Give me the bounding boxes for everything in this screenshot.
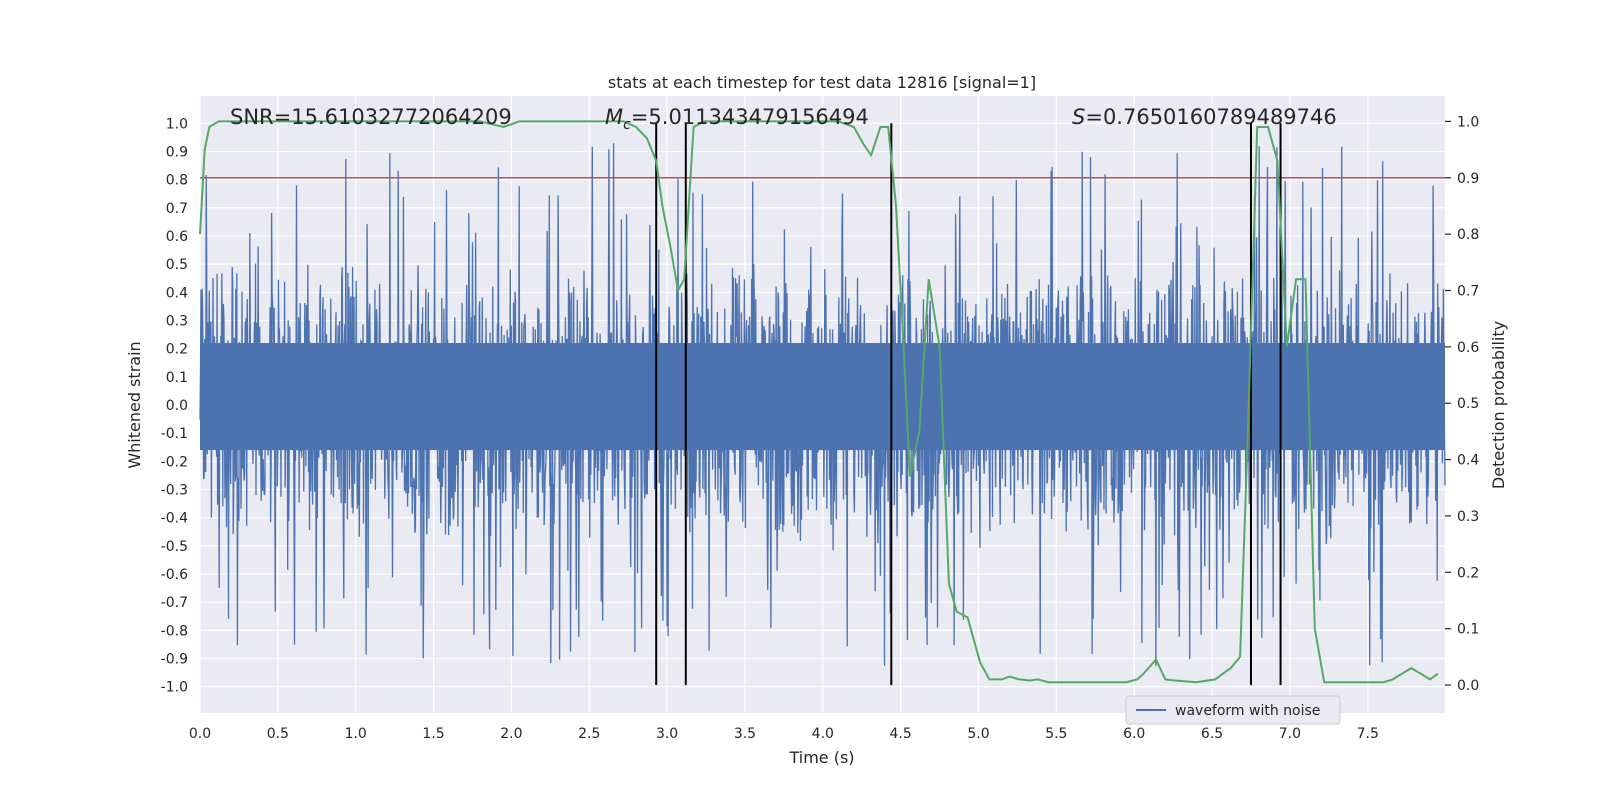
y-right-tick-labels: 1.0 0.9 0.8 0.7 0.6 0.5 0.4 0.3 0.2 0.1 0.0 <box>1445 114 1479 694</box>
y-right-tick-label: 0.9 <box>1457 171 1479 187</box>
y-left-tick-label: 0.6 <box>166 229 188 245</box>
y-left-tick-label: -0.6 <box>161 567 188 583</box>
y-left-tick-label: 0.7 <box>166 201 188 217</box>
chart-title: stats at each timestep for test data 128… <box>608 73 1036 92</box>
x-tick-label: 3.5 <box>734 726 756 742</box>
mc-annotation: Mc=5.011343479156494 <box>605 105 869 133</box>
y-left-tick-label: -0.9 <box>161 652 188 668</box>
mc-value: =5.011343479156494 <box>631 105 869 129</box>
y-right-tick-label: 0.2 <box>1457 565 1479 581</box>
mc-subscript: c <box>623 117 631 133</box>
x-tick-label: 2.5 <box>578 726 600 742</box>
y-right-tick-label: 0.3 <box>1457 509 1479 525</box>
x-tick-label: 1.0 <box>345 726 367 742</box>
y-left-tick-label: -0.4 <box>161 511 188 527</box>
y-axis-label-right: Detection probability <box>1489 321 1508 489</box>
x-tick-label: 4.5 <box>890 726 912 742</box>
x-tick-label: 7.0 <box>1279 726 1301 742</box>
y-right-tick-label: 0.0 <box>1457 678 1479 694</box>
y-left-tick-label: 0.5 <box>166 257 188 273</box>
x-tick-label: 1.5 <box>422 726 444 742</box>
x-tick-label: 3.0 <box>656 726 678 742</box>
legend-label: waveform with noise <box>1175 703 1320 719</box>
snr-annotation: SNR=15.61032772064209 <box>230 105 512 129</box>
y-right-tick-label: 0.8 <box>1457 227 1479 243</box>
y-left-tick-label: -0.5 <box>161 539 188 555</box>
y-left-tick-label: 0.2 <box>166 342 188 358</box>
y-left-tick-label: -0.8 <box>161 623 188 639</box>
waveform-core-band <box>200 343 1445 451</box>
y-right-tick-label: 1.0 <box>1457 114 1479 130</box>
x-axis-label: Time (s) <box>788 748 854 767</box>
y-right-tick-label: 0.7 <box>1457 283 1479 299</box>
legend-box <box>1125 695 1341 725</box>
x-tick-labels: 0.0 0.5 1.0 1.5 2.0 2.5 3.0 3.5 4.0 4.5 5.0 5.5 6.0 6… <box>189 726 1379 742</box>
x-tick-label: 5.0 <box>967 726 989 742</box>
s-symbol: S <box>1072 105 1085 129</box>
y-left-tick-label: 0.8 <box>166 173 188 189</box>
y-left-tick-label: -0.3 <box>161 483 188 499</box>
x-tick-label: 5.5 <box>1045 726 1067 742</box>
legend: waveform with noise <box>1125 695 1341 725</box>
y-right-tick-label: 0.1 <box>1457 622 1479 638</box>
y-left-tick-label: 0.4 <box>166 285 188 301</box>
y-left-tick-label: 0.3 <box>166 313 188 329</box>
y-left-tick-labels: 1.0 0.9 0.8 0.7 0.6 0.5 0.4 0.3 0.2 0.1 0.0 -0.1 -0.… <box>161 116 188 695</box>
y-left-tick-label: 0.0 <box>166 398 188 414</box>
x-tick-label: 0.5 <box>267 726 289 742</box>
mc-symbol: M <box>605 105 623 129</box>
y-left-tick-label: -1.0 <box>161 680 188 696</box>
y-left-tick-label: -0.2 <box>161 454 188 470</box>
s-annotation: S=0.7650160789489746 <box>1072 105 1337 129</box>
y-right-tick-label: 0.5 <box>1457 396 1479 412</box>
detection-probability-series <box>199 120 1439 684</box>
y-left-tick-label: 1.0 <box>166 116 188 132</box>
y-left-tick-label: -0.1 <box>161 426 188 442</box>
x-tick-label: 6.5 <box>1201 726 1223 742</box>
waveform-series <box>199 143 1446 667</box>
x-tick-label: 2.0 <box>500 726 522 742</box>
y-axis-label-left: Whitened strain <box>125 341 144 468</box>
y-left-tick-label: 0.1 <box>166 370 188 386</box>
x-tick-label: 6.0 <box>1123 726 1145 742</box>
s-value: =0.7650160789489746 <box>1085 105 1336 129</box>
x-tick-label: 0.0 <box>189 726 211 742</box>
y-right-tick-label: 0.6 <box>1457 340 1479 356</box>
x-tick-label: 4.0 <box>812 726 834 742</box>
y-left-tick-label: 0.9 <box>166 144 188 160</box>
detection-probability-line <box>199 120 1439 684</box>
y-right-tick-label: 0.4 <box>1457 453 1479 469</box>
y-left-tick-label: -0.7 <box>161 595 188 611</box>
x-tick-label: 7.5 <box>1357 726 1379 742</box>
